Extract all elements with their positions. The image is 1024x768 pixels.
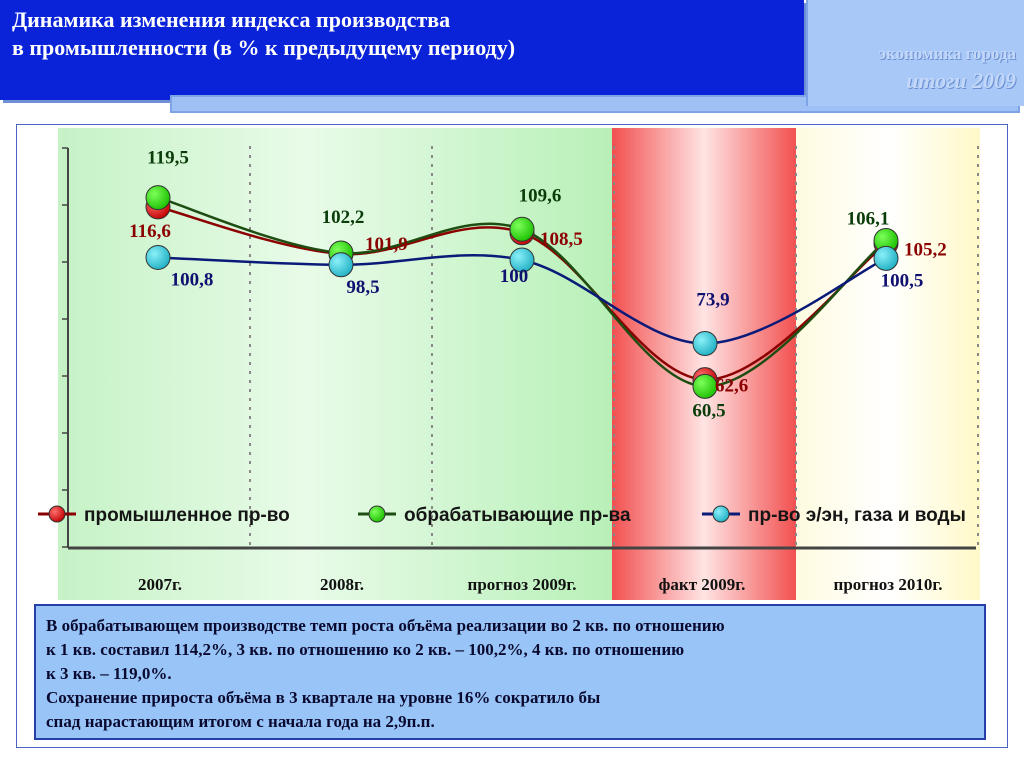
zone-forecast-2010 <box>796 128 980 600</box>
title-bar: Динамика изменения индекса производства … <box>0 0 804 100</box>
x-tick-label: 2008г. <box>320 575 364 594</box>
x-tick-label: 2007г. <box>138 575 182 594</box>
category-dividers <box>249 146 979 548</box>
logo: экономика города итоги 2009 <box>806 0 1024 106</box>
value-label: 100,8 <box>171 269 214 290</box>
series-markers <box>145 185 899 399</box>
data-point-manufacturing <box>145 185 171 211</box>
x-axis-labels: 2007г. 2008г. прогноз 2009г. факт 2009г. про… <box>138 575 942 594</box>
legend-marker <box>368 505 386 523</box>
note-box: В обрабатывающем производстве темп роста… <box>34 604 986 740</box>
note-line3: к 3 кв. – 119,0%. <box>46 664 172 683</box>
note-line4: Сохранение прироста объёма в 3 квартале … <box>46 688 601 707</box>
data-point-manufacturing <box>692 373 718 399</box>
value-label: 109,6 <box>519 185 562 206</box>
value-label: 98,5 <box>346 277 379 298</box>
legend-label: обрабатывающие пр-ва <box>404 505 631 526</box>
legend-marker <box>712 505 730 523</box>
data-point-energy <box>145 244 171 270</box>
value-label: 119,5 <box>147 148 189 169</box>
value-label: 108,5 <box>540 229 583 250</box>
x-tick-label: прогноз 2010г. <box>834 575 943 594</box>
logo-line1: экономика города <box>878 44 1016 63</box>
note-line2: к 1 кв. составил 114,2%, 3 кв. по отноше… <box>46 640 685 659</box>
value-label: 105,2 <box>904 239 947 260</box>
value-label: 106,1 <box>847 208 890 229</box>
data-point-energy <box>509 247 535 273</box>
note-line5: спад нарастающим итогом с начала года на… <box>46 712 435 731</box>
page-title-line1: Динамика изменения индекса производства <box>12 7 451 32</box>
logo-line2: итоги 2009 <box>906 68 1016 93</box>
value-label: 60,5 <box>692 400 725 421</box>
value-label: 73,9 <box>696 290 729 311</box>
legend-marker <box>48 505 66 523</box>
note-line1: В обрабатывающем производстве темп роста… <box>46 616 725 635</box>
data-point-energy <box>328 252 354 278</box>
data-point-energy <box>692 331 718 357</box>
value-label: 102,2 <box>322 207 365 228</box>
value-label: 116,6 <box>129 221 171 242</box>
value-label: 101,9 <box>365 234 408 255</box>
data-point-manufacturing <box>509 216 535 242</box>
axes <box>62 147 976 550</box>
x-tick-label: факт 2009г. <box>659 575 746 594</box>
page-title-line2: в промышленности (в % к предыдущему пери… <box>12 35 516 60</box>
value-label: 100 <box>500 266 529 287</box>
value-labels: 116,6 101,9 108,5 62,6 105,2 119,5 102,2 109,6 6… <box>129 148 947 422</box>
zone-fact-2009 <box>612 128 796 600</box>
x-tick-label: прогноз 2009г. <box>468 575 577 594</box>
value-label: 62,6 <box>715 376 748 397</box>
legend: промышленное пр-во обрабатывающие пр-ва пр… <box>38 505 966 526</box>
legend-label: промышленное пр-во <box>84 505 290 526</box>
value-label: 100,5 <box>881 270 924 291</box>
legend-label: пр-во э/эн, газа и воды <box>748 505 966 526</box>
data-point-energy <box>873 245 899 271</box>
